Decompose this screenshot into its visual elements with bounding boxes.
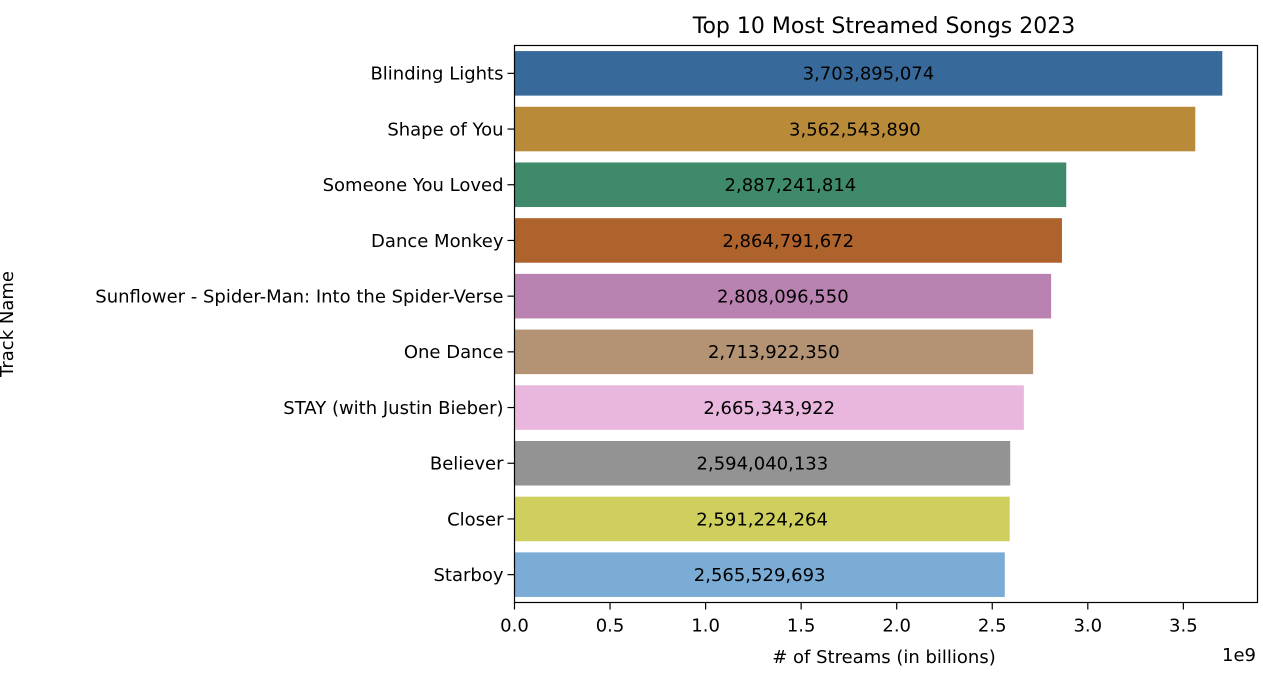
x-tick-label: 1.5 (787, 616, 816, 637)
chart-title: Top 10 Most Streamed Songs 2023 (692, 14, 1076, 39)
x-axis-label: # of Streams (in billions) (772, 647, 996, 668)
bar-value-label: 3,562,543,890 (789, 119, 921, 140)
x-tick-label: 0.5 (596, 616, 625, 637)
bar (514, 273, 1052, 319)
y-tick-label: Starboy (433, 565, 503, 586)
x-tick-label: 3.0 (1073, 616, 1102, 637)
bar (514, 106, 1196, 152)
x-tick-label: 3.5 (1169, 616, 1198, 637)
x-tick-label: 0.0 (500, 616, 529, 637)
bar (514, 162, 1067, 208)
x-tick-label: 2.5 (978, 616, 1007, 637)
bars-layer (514, 51, 1223, 597)
data-labels-layer: 3,703,895,074 3,562,543,890 2,887,241,814 2… (694, 64, 934, 586)
bar-value-label: 3,703,895,074 (803, 64, 935, 85)
y-tick-label: Closer (447, 509, 504, 530)
y-tick-label: Believer (430, 454, 504, 475)
y-tick-label: One Dance (404, 342, 504, 363)
bar (514, 385, 1024, 430)
y-tick-label: Dance Monkey (371, 231, 504, 252)
bar-value-label: 2,808,096,550 (717, 286, 849, 307)
x-axis-offset-text: 1e9 (1222, 645, 1256, 666)
bar-value-label: 2,591,224,264 (696, 509, 828, 530)
y-tick-label: STAY (with Justin Bieber) (283, 398, 503, 419)
bar-value-label: 2,887,241,814 (725, 175, 857, 196)
bar (514, 552, 1005, 597)
bar-value-label: 2,665,343,922 (703, 398, 835, 419)
bar (514, 496, 1010, 542)
bar-value-label: 2,565,529,693 (694, 565, 826, 586)
y-axis-ticks: Blinding Lights Shape of You Someone You L… (95, 64, 515, 586)
bar-value-label: 2,864,791,672 (722, 231, 854, 252)
bar-value-label: 2,713,922,350 (708, 342, 840, 363)
x-tick-label: 2.0 (882, 616, 911, 637)
bar (514, 51, 1223, 96)
y-tick-label: Shape of You (387, 119, 503, 140)
bar (514, 218, 1062, 263)
bar-value-label: 2,594,040,133 (697, 454, 829, 475)
plot-frame (513, 44, 1259, 604)
y-tick-label: Someone You Loved (323, 175, 504, 196)
bar (514, 440, 1011, 486)
y-tick-label: Sunflower - Spider-Man: Into the Spider-… (95, 286, 503, 307)
x-axis-ticks: 0.0 0.5 1.0 1.5 2.0 2.5 3.0 3.5 (500, 602, 1198, 637)
x-tick-label: 1.0 (691, 616, 720, 637)
y-axis-label: Track Name (0, 271, 18, 378)
y-tick-label: Blinding Lights (370, 64, 503, 85)
bar (514, 329, 1034, 375)
